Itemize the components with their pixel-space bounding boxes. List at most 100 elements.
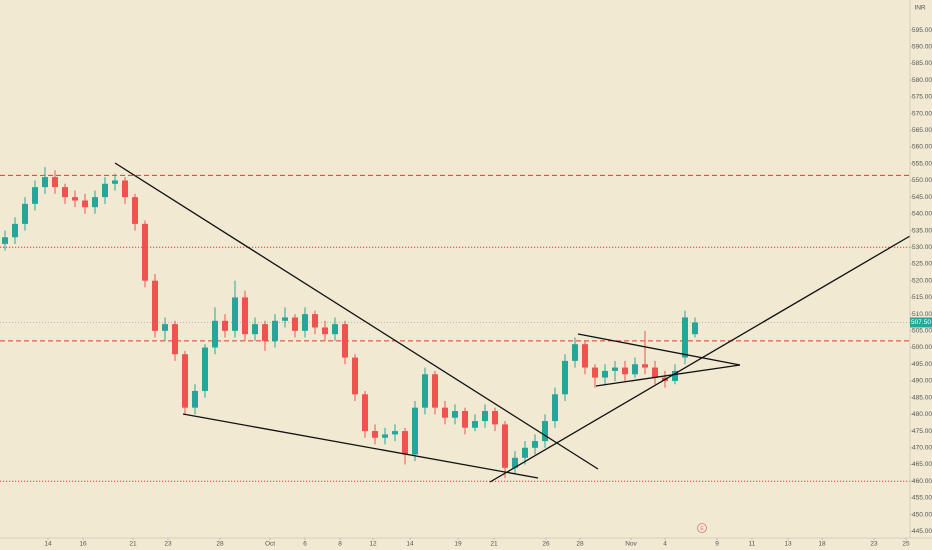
x-tick-label: 18 bbox=[818, 541, 826, 548]
x-tick-label: 14 bbox=[44, 541, 52, 548]
candle-body bbox=[142, 223, 148, 281]
x-tick-label: 9 bbox=[715, 541, 719, 548]
candle-body bbox=[82, 200, 88, 208]
x-tick-label: 8 bbox=[338, 541, 342, 548]
y-tick-label: 580.00 bbox=[912, 77, 932, 84]
candle-body bbox=[672, 370, 678, 381]
last-price-tag bbox=[910, 317, 932, 328]
candle-body bbox=[112, 180, 118, 184]
candle-body bbox=[262, 324, 268, 341]
y-tick-label: 455.00 bbox=[912, 495, 932, 502]
y-tick-label: 520.00 bbox=[912, 277, 932, 284]
x-tick-label: 16 bbox=[79, 541, 87, 548]
candle-body bbox=[352, 357, 358, 395]
x-tick-label: 11 bbox=[749, 541, 756, 548]
candle-body bbox=[692, 322, 698, 335]
y-tick-label: 555.00 bbox=[912, 160, 932, 167]
y-tick-label: 530.00 bbox=[912, 244, 932, 251]
candle-body bbox=[162, 324, 168, 331]
y-tick-label: 465.00 bbox=[912, 461, 932, 468]
candle-body bbox=[532, 441, 538, 448]
x-tick-label: Oct bbox=[265, 541, 275, 548]
x-tick-label: 25 bbox=[902, 541, 910, 548]
x-tick-label: 12 bbox=[369, 541, 377, 548]
candle-body bbox=[22, 203, 28, 224]
candle-body bbox=[592, 367, 598, 378]
candles bbox=[2, 167, 698, 478]
candle-body bbox=[172, 324, 178, 355]
y-tick-label: 570.00 bbox=[912, 110, 932, 117]
candle-body bbox=[132, 197, 138, 224]
y-tick-label: 545.00 bbox=[912, 194, 932, 201]
x-tick-label: 28 bbox=[216, 541, 224, 548]
candle-body bbox=[562, 360, 568, 395]
y-tick-label: 470.00 bbox=[912, 444, 932, 451]
candle-body bbox=[12, 223, 18, 238]
candle-body bbox=[222, 320, 228, 331]
candle-body bbox=[422, 374, 428, 408]
candle-body bbox=[282, 317, 288, 321]
y-tick-label: 575.00 bbox=[912, 94, 932, 101]
x-tick-label: Nov bbox=[625, 541, 637, 548]
y-tick-label: 445.00 bbox=[912, 528, 932, 535]
y-tick-label: 450.00 bbox=[912, 511, 932, 518]
trendlines bbox=[114, 162, 911, 483]
x-tick-label: 21 bbox=[490, 541, 498, 548]
y-tick-label: 500.00 bbox=[912, 344, 932, 351]
currency-label: INR bbox=[914, 5, 926, 12]
candle-body bbox=[192, 390, 198, 408]
y-tick-label: 495.00 bbox=[912, 361, 932, 368]
candle-body bbox=[452, 411, 458, 418]
x-tick-label: 23 bbox=[870, 541, 878, 548]
y-tick-label: 540.00 bbox=[912, 211, 932, 218]
candle-body bbox=[362, 394, 368, 432]
y-tick-label: 560.00 bbox=[912, 144, 932, 151]
trendline bbox=[114, 162, 599, 470]
trendline bbox=[182, 413, 539, 479]
candle-body bbox=[2, 237, 8, 244]
candle-body bbox=[332, 324, 338, 335]
last-price-label: 507.50 bbox=[911, 319, 931, 326]
y-tick-label: 510.00 bbox=[912, 311, 932, 318]
candle-body bbox=[302, 314, 308, 331]
candle-body bbox=[572, 344, 578, 361]
y-tick-label: 595.00 bbox=[912, 27, 932, 34]
x-tick-label: 13 bbox=[784, 541, 792, 548]
candle-body bbox=[402, 431, 408, 455]
candle-body bbox=[582, 344, 588, 368]
earnings-icon[interactable] bbox=[697, 523, 707, 533]
candle-body bbox=[382, 434, 388, 438]
candle-body bbox=[472, 421, 478, 428]
candle-body bbox=[622, 367, 628, 375]
candle-body bbox=[612, 367, 618, 371]
y-tick-label: 475.00 bbox=[912, 428, 932, 435]
y-tick-label: 480.00 bbox=[912, 411, 932, 418]
candle-body bbox=[102, 183, 108, 198]
candle-body bbox=[252, 324, 258, 335]
x-tick-label: 4 bbox=[663, 541, 667, 548]
candle-body bbox=[52, 177, 58, 188]
candle-body bbox=[42, 177, 48, 188]
candle-body bbox=[642, 364, 648, 368]
y-tick-label: 535.00 bbox=[912, 227, 932, 234]
candle-body bbox=[372, 431, 378, 438]
candle-body bbox=[212, 320, 218, 348]
candle-body bbox=[182, 354, 188, 408]
candle-body bbox=[482, 411, 488, 422]
candle-body bbox=[542, 421, 548, 442]
candle-body bbox=[522, 447, 528, 458]
y-tick-label: 490.00 bbox=[912, 378, 932, 385]
x-tick-label: 26 bbox=[542, 541, 550, 548]
y-tick-label: 460.00 bbox=[912, 478, 932, 485]
candle-body bbox=[92, 197, 98, 208]
candle-body bbox=[632, 364, 638, 375]
candle-body bbox=[432, 374, 438, 408]
candle-body bbox=[492, 411, 498, 425]
y-tick-label: 565.00 bbox=[912, 127, 932, 134]
candle-body bbox=[72, 197, 78, 201]
y-tick-label: 550.00 bbox=[912, 177, 932, 184]
y-tick-label: 585.00 bbox=[912, 60, 932, 67]
candle-body bbox=[682, 317, 688, 358]
trendline bbox=[489, 235, 911, 483]
